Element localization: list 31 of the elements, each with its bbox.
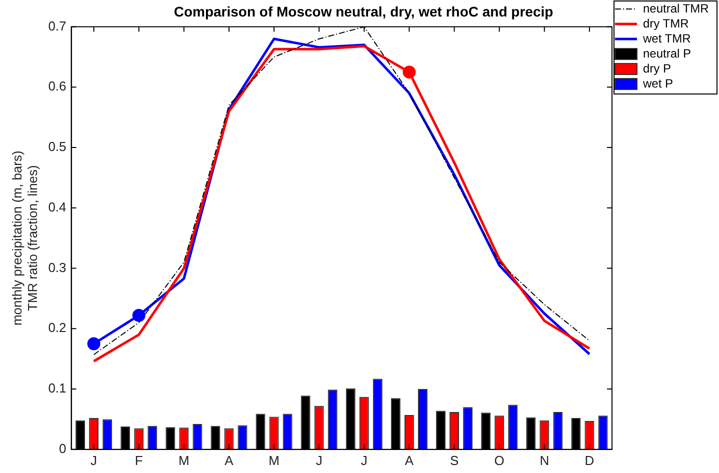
x-tick-label: A [224,452,234,468]
x-tick-label: M [268,452,280,468]
y-tick-label: 0.4 [48,199,66,214]
y-tick-label: 0.2 [48,320,66,336]
y-tick-label: 0.7 [48,18,66,34]
y-axis-title: monthly precipitation (m, bars) TMR ratio (fraction, lines) [9,150,40,326]
y-tick-label: 0.5 [48,139,66,154]
y-tick-label: 0.6 [48,78,66,94]
point [132,308,146,322]
legend-label: neutral TMR [642,1,710,16]
x-tick-label: J [360,452,368,468]
point [402,66,416,79]
legend-label: wet TMR [642,31,692,46]
x-tick-label: D [584,452,594,468]
y-tick-label: 0.3 [48,260,66,275]
x-tick-label: J [316,452,322,468]
x-tick-label: O [494,452,504,468]
chart-title: Comparison of Moscow neutral, dry, wet rhoC and precip [174,3,554,20]
y-tick-label: 0.1 [48,380,66,396]
x-tick-label: N [540,452,550,468]
legend-label: dry P [642,61,671,76]
point [87,337,100,350]
x-tick-label: J [90,452,98,468]
legend-label: dry TMR [642,16,690,30]
x-tick-label: A [404,452,414,468]
x-tick-label: S [450,452,459,468]
x-tick-label: M [178,452,190,468]
legend-label: wet P [642,76,673,90]
x-tick-label: F [134,452,143,468]
y-tick-label: 0 [59,440,66,456]
legend-label: neutral P [642,46,692,60]
